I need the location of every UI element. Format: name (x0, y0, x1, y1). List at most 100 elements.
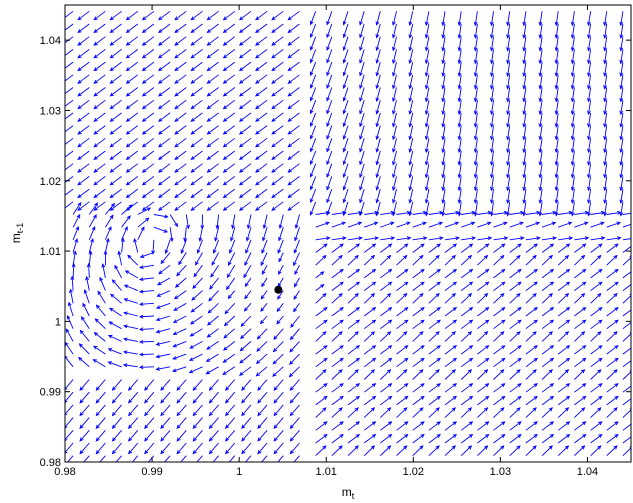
vector-arrow (126, 10, 139, 21)
vector-arrow (409, 36, 414, 51)
vector-arrow (392, 74, 397, 89)
vector-arrow-head (457, 199, 462, 204)
vector-arrow (412, 369, 424, 380)
vector-arrow-head (246, 224, 251, 230)
vector-arrow-head (338, 293, 343, 298)
vector-arrow (93, 201, 106, 211)
vector-arrow-head (439, 210, 444, 215)
vector-arrow-head (141, 168, 147, 173)
vector-arrow-head (141, 194, 147, 199)
vector-arrow-head (125, 168, 131, 173)
vector-arrow (261, 277, 268, 287)
vector-arrow-head (262, 237, 266, 242)
vector-arrow (493, 269, 505, 279)
vector-arrow (255, 188, 268, 198)
vector-arrow-head (408, 135, 413, 141)
vector-arrow (588, 23, 592, 38)
vector-arrow-head (125, 143, 131, 148)
vector-arrow (558, 222, 572, 228)
vector-arrow (228, 290, 236, 299)
vector-arrow-head (206, 79, 211, 84)
vector-arrow (474, 23, 478, 38)
vector-arrow (239, 49, 252, 59)
vector-arrow-head (354, 445, 359, 450)
vector-arrow-head (582, 395, 587, 400)
vector-arrow-head (388, 345, 393, 350)
vector-arrow (376, 125, 381, 140)
vector-arrow (523, 87, 527, 102)
vector-arrow (557, 293, 569, 304)
vector-arrow-head (500, 407, 505, 412)
vector-arrow-head (111, 411, 116, 417)
vector-arrow (65, 99, 74, 107)
vector-arrow (207, 23, 219, 33)
vector-arrow (444, 434, 457, 444)
vector-arrow (347, 383, 360, 393)
vector-arrow (255, 150, 268, 160)
vector-arrow (126, 87, 139, 97)
vector-arrow-head (565, 433, 571, 438)
vector-arrow (331, 434, 344, 444)
vector-arrow-head (79, 411, 84, 417)
vector-arrow (574, 396, 586, 406)
vector-arrow (65, 61, 74, 69)
vector-arrow-head (109, 41, 114, 46)
vector-arrow (289, 353, 300, 365)
vector-arrow-head (355, 395, 361, 400)
vector-arrow-head (196, 249, 201, 254)
vector-arrow-head (424, 46, 429, 52)
vector-arrow (65, 328, 74, 342)
vector-arrow (507, 189, 511, 203)
vector-arrow (288, 125, 300, 135)
vector-arrow-head (323, 357, 328, 362)
vector-arrow-head (172, 319, 178, 323)
vector-arrow (392, 163, 397, 178)
vector-arrow-head (77, 92, 82, 97)
vector-arrow (104, 238, 109, 253)
vector-arrow-head (517, 243, 522, 248)
vector-arrow (255, 36, 268, 46)
vector-arrow (604, 36, 608, 51)
vector-arrow-head (67, 301, 72, 307)
vector-field (65, 10, 631, 466)
vector-arrow-head (255, 143, 260, 148)
vector-arrow (105, 203, 115, 215)
vector-arrow (590, 255, 602, 266)
vector-arrow-head (177, 463, 180, 466)
vector-arrow (88, 202, 98, 215)
vector-arrow-head (174, 16, 179, 21)
y-tick-label: 0.98 (40, 457, 61, 469)
vector-arrow-head (238, 16, 244, 21)
vector-arrow-head (144, 437, 149, 442)
vector-arrow (555, 150, 559, 165)
vector-arrow (110, 61, 122, 71)
vector-arrow (539, 176, 543, 191)
vector-arrow-head (467, 407, 473, 412)
vector-arrow (376, 87, 381, 102)
vector-arrow-head (222, 206, 228, 211)
vector-arrow (139, 353, 154, 356)
vector-arrow (396, 421, 408, 431)
vector-arrow-head (533, 345, 538, 350)
vector-arrow-head (424, 21, 429, 27)
vector-arrow (173, 315, 187, 323)
vector-arrow-head (215, 224, 220, 230)
vector-arrow-head (451, 293, 456, 298)
vector-arrow (158, 176, 171, 186)
vector-arrow-head (309, 122, 314, 127)
vector-arrow (392, 49, 397, 64)
vector-arrow-head (570, 135, 575, 141)
vector-arrow-head (371, 306, 377, 311)
vector-arrow-head (77, 181, 82, 186)
vector-arrow (557, 307, 570, 317)
vector-arrow-head (603, 72, 607, 78)
vector-arrow (191, 290, 203, 301)
vector-arrow (620, 125, 624, 140)
vector-arrow (491, 36, 494, 51)
vector-arrow (326, 112, 333, 127)
vector-arrow (574, 445, 585, 457)
vector-arrow-head (420, 319, 425, 324)
vector-arrow (128, 430, 139, 442)
vector-arrow (278, 264, 284, 275)
vector-arrow-head (565, 243, 571, 248)
